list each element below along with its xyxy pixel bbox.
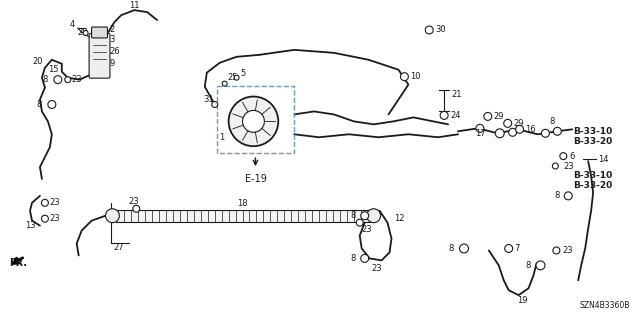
Text: 23: 23: [362, 225, 372, 234]
Circle shape: [106, 209, 120, 223]
Circle shape: [460, 244, 468, 253]
Circle shape: [509, 128, 516, 136]
Text: 8: 8: [549, 117, 555, 126]
FancyBboxPatch shape: [92, 27, 108, 38]
Text: 7: 7: [515, 244, 520, 253]
Text: 29: 29: [514, 119, 524, 128]
Circle shape: [42, 215, 49, 222]
Text: E-19: E-19: [244, 174, 266, 184]
Text: 23: 23: [129, 197, 139, 206]
Text: 3: 3: [109, 35, 115, 44]
Text: 31: 31: [203, 95, 213, 104]
Bar: [217, 85, 294, 153]
Text: 18: 18: [237, 199, 248, 208]
Text: 21: 21: [451, 90, 461, 99]
Circle shape: [83, 31, 88, 35]
Circle shape: [476, 124, 484, 132]
Circle shape: [222, 81, 227, 86]
Text: 8: 8: [350, 254, 356, 263]
Circle shape: [54, 76, 62, 84]
Circle shape: [42, 199, 49, 206]
Text: 8: 8: [525, 261, 531, 270]
Text: 26: 26: [109, 47, 120, 56]
Circle shape: [541, 129, 549, 137]
Circle shape: [361, 212, 369, 220]
Text: FR.: FR.: [9, 258, 27, 268]
Text: 8: 8: [449, 244, 454, 253]
Circle shape: [361, 255, 369, 263]
Circle shape: [425, 26, 433, 34]
Circle shape: [554, 127, 561, 135]
Text: 8: 8: [42, 75, 48, 84]
Text: 23: 23: [50, 198, 61, 207]
Circle shape: [212, 101, 218, 108]
Circle shape: [228, 97, 278, 146]
FancyBboxPatch shape: [89, 33, 110, 78]
Text: 11: 11: [129, 1, 140, 10]
Circle shape: [495, 129, 504, 138]
Text: 6: 6: [569, 152, 575, 161]
Circle shape: [401, 73, 408, 81]
Text: 20: 20: [32, 57, 42, 66]
Text: 15: 15: [48, 65, 58, 74]
Circle shape: [440, 111, 448, 119]
Text: 23: 23: [72, 75, 83, 84]
Text: 9: 9: [109, 59, 115, 68]
Text: 25: 25: [228, 73, 238, 82]
Text: 10: 10: [410, 72, 421, 81]
Circle shape: [484, 112, 492, 120]
Circle shape: [552, 163, 558, 169]
Circle shape: [505, 245, 513, 252]
Circle shape: [516, 125, 524, 133]
Text: B-33-10: B-33-10: [573, 127, 612, 136]
Text: 8: 8: [350, 211, 356, 220]
Text: 12: 12: [394, 214, 405, 223]
Text: B-33-20: B-33-20: [573, 182, 612, 190]
Text: 29: 29: [494, 112, 504, 121]
Circle shape: [553, 247, 560, 254]
Text: B-33-10: B-33-10: [573, 172, 612, 181]
Bar: [116, 210, 370, 222]
Text: 17: 17: [476, 129, 486, 138]
Text: 5: 5: [241, 69, 246, 78]
Text: 23: 23: [563, 161, 574, 171]
Circle shape: [65, 77, 71, 83]
Circle shape: [560, 153, 567, 160]
Text: 2: 2: [109, 26, 115, 34]
Circle shape: [356, 219, 364, 226]
Circle shape: [48, 100, 56, 108]
Circle shape: [504, 119, 511, 127]
Text: 23: 23: [563, 246, 573, 255]
Text: 8: 8: [554, 191, 559, 200]
Text: 16: 16: [525, 125, 536, 134]
Text: 8: 8: [36, 100, 42, 109]
Text: 19: 19: [516, 296, 527, 305]
Circle shape: [234, 75, 239, 80]
Text: 24: 24: [450, 111, 461, 120]
Text: B-33-20: B-33-20: [573, 137, 612, 146]
Text: 28: 28: [77, 28, 88, 37]
Text: 27: 27: [113, 243, 124, 252]
Text: 23: 23: [372, 264, 382, 273]
Circle shape: [132, 205, 140, 212]
Text: SZN4B3360B: SZN4B3360B: [579, 301, 630, 310]
Text: 14: 14: [598, 155, 609, 164]
Text: 4: 4: [70, 19, 75, 28]
Text: 1: 1: [219, 133, 224, 142]
Circle shape: [243, 110, 264, 132]
Text: 30: 30: [435, 26, 446, 34]
Circle shape: [564, 192, 572, 200]
Circle shape: [367, 209, 381, 223]
Text: 13: 13: [25, 221, 36, 230]
Circle shape: [536, 261, 545, 270]
Text: 23: 23: [50, 214, 61, 223]
